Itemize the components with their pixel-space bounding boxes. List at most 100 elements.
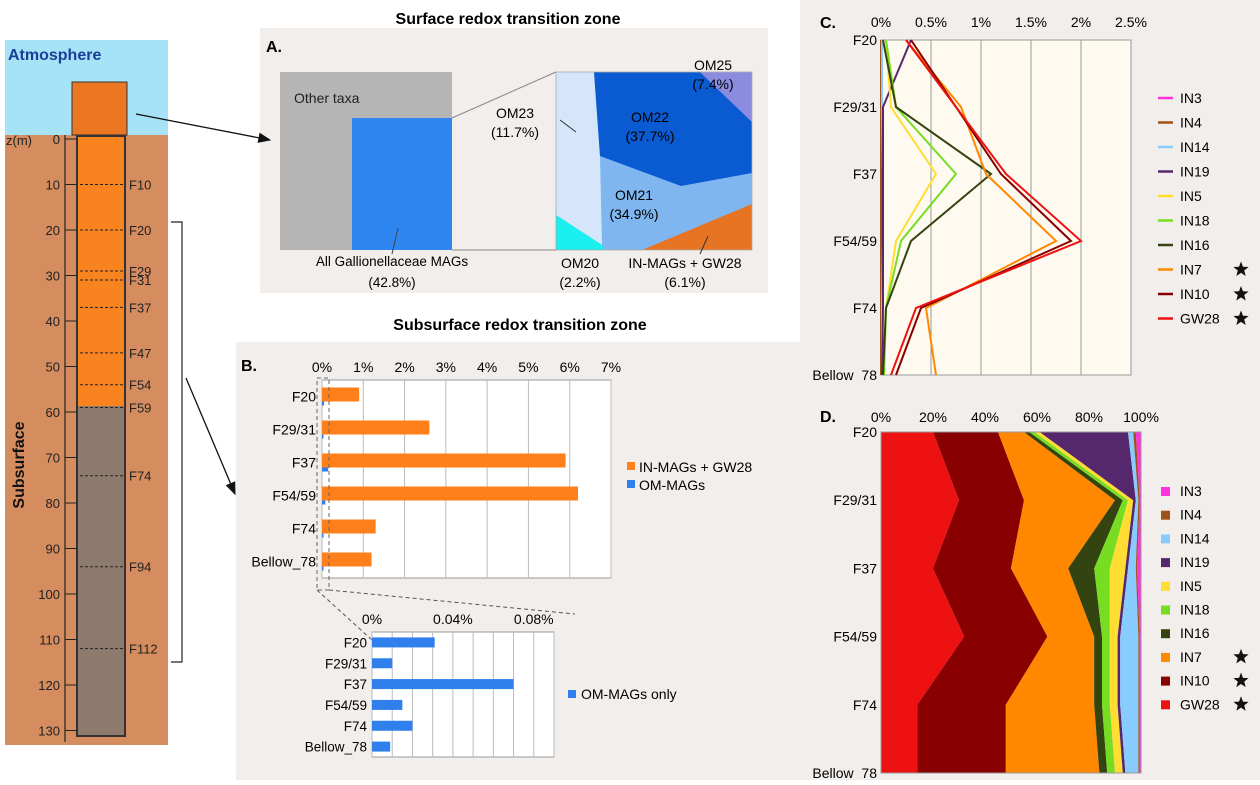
panel-d-legend-swatch [1161, 700, 1170, 710]
panel-d-area-gw28 [881, 432, 965, 773]
depth-tick-label: 10 [46, 178, 60, 193]
om23-pct: (11.7%) [491, 124, 539, 140]
panel-d-area-in10 [917, 432, 1048, 773]
inset-x-tick: 0.08% [514, 611, 554, 627]
inset-legend-label: OM-MAGs only [581, 686, 677, 702]
panel-c-legend-label: IN18 [1180, 213, 1210, 229]
panel-d-area-in3 [1135, 432, 1141, 773]
panel-c-category-label: F29/31 [833, 99, 877, 115]
panel-c-legend-label: IN10 [1180, 286, 1210, 302]
panel-c-legend-label: IN5 [1180, 188, 1202, 204]
panel-c-legend-label: IN14 [1180, 139, 1210, 155]
slice-om22 [594, 72, 752, 186]
panel-d-category-label: F74 [853, 697, 877, 713]
om21-name: OM21 [615, 187, 653, 203]
panel-d-x-tick: 0% [871, 409, 891, 425]
inset-bar [372, 658, 393, 669]
panel-c-legend-label: IN7 [1180, 262, 1202, 278]
well-label: F31 [129, 273, 151, 288]
panel-d-area-in16 [1024, 432, 1123, 773]
panel-d-legend-label: IN18 [1180, 602, 1210, 618]
om20-pct: (2.2%) [559, 274, 600, 290]
inset-category-label: F37 [344, 677, 367, 692]
panel-d-area-in18 [1029, 432, 1128, 773]
depth-tick-label: 110 [39, 633, 60, 648]
panel-b: Subsurface redox transition zone B. 0% 1%… [236, 317, 801, 780]
other-taxa-label: Other taxa [294, 90, 360, 106]
panel-b-x-tick: 1% [353, 359, 373, 375]
inset-category-label: F20 [344, 635, 367, 650]
panel-b-x-tick: 3% [436, 359, 456, 375]
panel-c-category-label: Bellow_78 [812, 367, 877, 383]
panel-b-x-tick: 6% [560, 359, 580, 375]
inset-bar [372, 679, 514, 690]
depth-tick-label: 80 [46, 496, 60, 511]
panel-c-chart: 0% 0.5% 1% 1.5% 2% 2.5% F20 F29/31 F37 F54/59 F74 B… [812, 14, 1147, 383]
well-label: F74 [129, 469, 151, 484]
depth-tick-label: 120 [38, 678, 60, 693]
panel-d-legend-label: IN4 [1180, 507, 1202, 523]
panel-a: Surface redox transition zone A. Other t… [260, 11, 768, 293]
panel-d-category-label: F20 [853, 424, 877, 440]
panel-b-bar-in-mags [322, 552, 372, 567]
panel-d-legend-swatch [1161, 487, 1170, 496]
panel-d-category-label: Bellow_78 [812, 765, 877, 780]
well-label: F10 [129, 178, 151, 193]
panel-b-label: B. [241, 358, 257, 375]
panel-b-bar-in-mags [322, 387, 360, 402]
inset-category-label: F54/59 [325, 698, 367, 713]
inset-bar [372, 741, 391, 752]
depth-tick-label: 50 [46, 360, 60, 375]
panel-d-legend-swatch [1161, 510, 1170, 520]
panel-c-legend-label: IN16 [1180, 237, 1210, 253]
panel-c-plot-area [880, 39, 1132, 376]
subsurface-section-title: Subsurface redox transition zone [393, 317, 646, 334]
panel-c-x-tick: 0% [871, 14, 891, 30]
panel-c-x-tick: 2% [1071, 14, 1091, 30]
panel-c-legend-label: IN19 [1180, 164, 1210, 180]
inset-bar [372, 720, 413, 731]
panel-c-category-label: F54/59 [833, 233, 877, 249]
panel-d-plot-frame [880, 431, 1142, 774]
panel-d-legend-label: IN14 [1180, 530, 1210, 546]
panel-c-line-in7 [905, 39, 1058, 376]
panel-b-x-tick: 2% [394, 359, 414, 375]
panel-d-area-in7 [998, 432, 1115, 773]
well-label: F94 [129, 560, 151, 575]
panel-d-label: D. [820, 409, 836, 426]
inset-x-tick: 0.04% [433, 611, 473, 627]
panel-b-main-chart: 0% 1% 2% 3% 4% 5% 6% 7% F20 F29/31 F37 F54/59 F74 Bel… [251, 359, 752, 641]
inset-bar [372, 699, 403, 710]
panel-b-bar-om-mags [322, 500, 326, 505]
panel-d-legend-label: GW28 [1180, 696, 1220, 712]
panel-d-x-tick: 80% [1075, 409, 1103, 425]
depth-tick-label: 70 [46, 451, 60, 466]
panel-b-inset-chart: 0% 0.04% 0.08% F20 F29/31 F37 F54/59 F74 Bellow_… [305, 611, 677, 758]
panel-d-legend-swatch [1161, 558, 1170, 568]
panel-d-legend-label: IN5 [1180, 578, 1202, 594]
panel-b-legend-swatch [627, 480, 635, 488]
panel-d-category-label: F37 [853, 560, 877, 576]
panel-b-x-tick: 4% [477, 359, 497, 375]
star-icon [1233, 672, 1249, 688]
om21-pct: (34.9%) [609, 206, 658, 222]
panel-c-label: C. [820, 15, 836, 32]
panel-d: D. 0% 20% 40% 60% 80% 100% F20 F29/31 F37 F54/59 F… [800, 382, 1260, 781]
slice-om25 [700, 72, 752, 122]
slice-in-mags [642, 204, 752, 250]
panel-d-legend-label: IN3 [1180, 483, 1202, 499]
panel-b-legend-swatch [627, 462, 635, 470]
inset-plot-area [371, 631, 555, 758]
depth-tick-label: 100 [38, 587, 60, 602]
om20-name: OM20 [561, 255, 599, 271]
arrow-to-panel-b [185, 377, 236, 496]
inset-category-label: F74 [344, 719, 368, 734]
well-gray-zone [77, 406, 125, 736]
panel-b-category-label: F74 [292, 521, 316, 537]
panel-d-legend-swatch [1161, 581, 1170, 591]
panel-c-x-tick: 2.5% [1115, 14, 1147, 30]
panel-d-legend-label: IN7 [1180, 649, 1202, 665]
well-label: F54 [129, 378, 151, 393]
panel-d-x-tick: 40% [971, 409, 999, 425]
panel-c-legend-label: IN4 [1180, 115, 1202, 131]
